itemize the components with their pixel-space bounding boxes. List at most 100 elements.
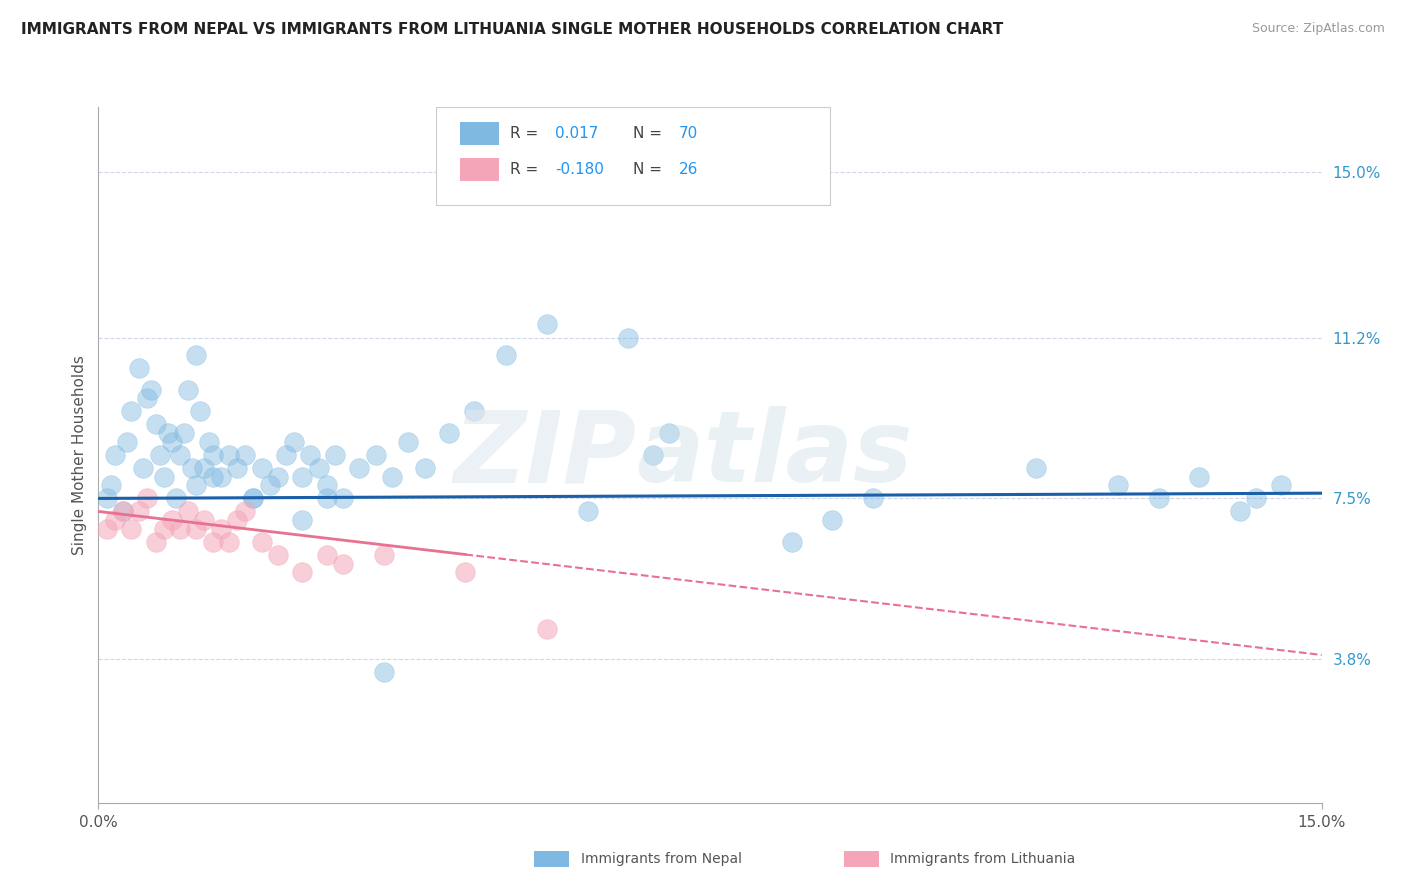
Point (173, 426, 195, 441)
Point (315, 478, 337, 492)
Point (454, 566, 477, 580)
Point (186, 478, 208, 492)
Point (181, 461, 204, 475)
Point (1246, 491, 1268, 506)
Point (315, 491, 337, 506)
Point (1025, 461, 1047, 475)
Point (136, 392, 159, 406)
Point (536, 622, 558, 636)
Text: R =: R = (510, 127, 538, 141)
Point (349, 461, 371, 475)
Point (96, 522, 118, 536)
Point (373, 548, 395, 562)
Point (332, 491, 354, 506)
Point (111, 504, 134, 518)
Point (218, 448, 240, 462)
Point (233, 448, 256, 462)
Point (186, 522, 208, 536)
Text: ZIP: ZIP (454, 407, 637, 503)
Point (250, 534, 273, 549)
Point (862, 491, 884, 506)
Text: N =: N = (633, 162, 662, 177)
Point (201, 448, 224, 462)
Point (209, 522, 232, 536)
Point (1188, 469, 1211, 483)
Point (177, 383, 200, 397)
Point (177, 504, 200, 518)
Text: IMMIGRANTS FROM NEPAL VS IMMIGRANTS FROM LITHUANIA SINGLE MOTHER HOUSEHOLDS CORR: IMMIGRANTS FROM NEPAL VS IMMIGRANTS FROM… (21, 22, 1004, 37)
Point (308, 461, 330, 475)
Point (141, 383, 163, 397)
Point (160, 434, 183, 449)
Point (233, 504, 256, 518)
Point (267, 469, 290, 483)
Point (96, 491, 118, 506)
Point (1270, 478, 1292, 492)
Point (145, 534, 167, 549)
Text: R =: R = (510, 162, 538, 177)
Point (641, 448, 664, 462)
Point (120, 522, 142, 536)
Point (218, 534, 240, 549)
Point (381, 469, 404, 483)
Point (267, 548, 290, 562)
Text: Source: ZipAtlas.com: Source: ZipAtlas.com (1251, 22, 1385, 36)
Point (780, 534, 803, 549)
Text: N =: N = (633, 127, 662, 141)
Point (250, 461, 273, 475)
Point (201, 469, 224, 483)
Point (323, 448, 346, 462)
Point (115, 434, 138, 449)
Point (197, 434, 219, 449)
Point (201, 534, 224, 549)
Point (364, 448, 387, 462)
Point (291, 513, 314, 527)
Point (104, 513, 127, 527)
Point (1107, 478, 1129, 492)
Point (104, 448, 127, 462)
Point (226, 461, 249, 475)
Point (111, 504, 134, 518)
Point (821, 513, 844, 527)
Point (463, 404, 485, 418)
Point (136, 491, 159, 506)
Point (152, 522, 174, 536)
Point (274, 448, 297, 462)
Point (658, 426, 681, 441)
Point (169, 448, 191, 462)
Point (495, 348, 517, 362)
Point (242, 491, 264, 506)
Point (209, 469, 232, 483)
Point (226, 513, 249, 527)
Point (576, 504, 599, 518)
Text: 0.017: 0.017 (555, 127, 599, 141)
Point (165, 491, 187, 506)
Point (120, 404, 142, 418)
Point (283, 434, 305, 449)
Point (437, 426, 460, 441)
Point (617, 330, 640, 344)
Point (152, 469, 174, 483)
Y-axis label: Single Mother Households: Single Mother Households (72, 355, 87, 555)
Point (156, 426, 179, 441)
Point (149, 448, 172, 462)
Text: Immigrants from Nepal: Immigrants from Nepal (581, 852, 742, 866)
Point (1229, 504, 1251, 518)
Point (145, 417, 167, 432)
Text: 26: 26 (679, 162, 699, 177)
Text: atlas: atlas (637, 407, 912, 503)
Point (332, 557, 354, 571)
Point (128, 504, 150, 518)
Point (242, 491, 264, 506)
Text: 70: 70 (679, 127, 699, 141)
Point (291, 469, 314, 483)
Point (413, 461, 436, 475)
Point (396, 434, 419, 449)
Point (132, 461, 155, 475)
Point (259, 478, 281, 492)
Point (128, 361, 150, 376)
Point (291, 566, 314, 580)
Point (193, 461, 215, 475)
Point (186, 348, 208, 362)
Point (315, 548, 337, 562)
